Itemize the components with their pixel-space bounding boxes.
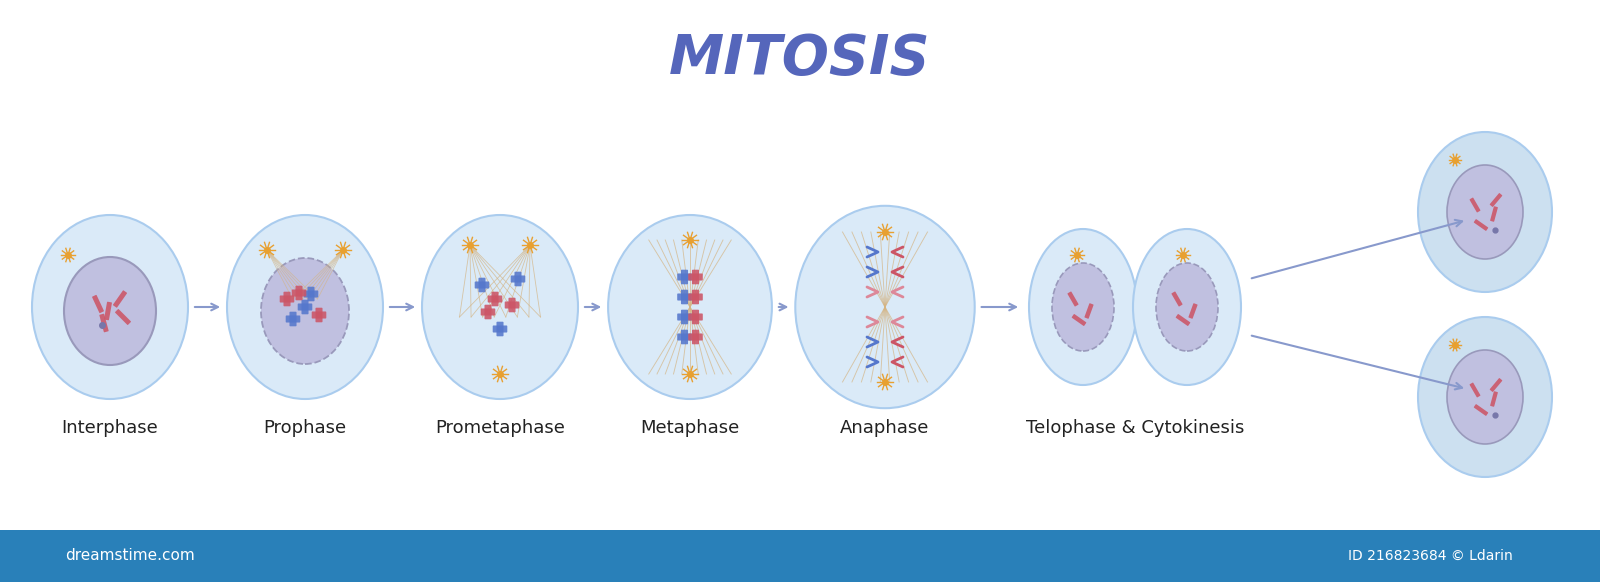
Ellipse shape <box>1418 132 1552 292</box>
FancyBboxPatch shape <box>488 296 502 303</box>
FancyBboxPatch shape <box>301 300 309 314</box>
Ellipse shape <box>1133 229 1242 385</box>
FancyBboxPatch shape <box>1474 404 1488 416</box>
FancyBboxPatch shape <box>99 314 109 332</box>
Ellipse shape <box>608 215 771 399</box>
FancyBboxPatch shape <box>475 282 490 289</box>
FancyBboxPatch shape <box>1474 219 1488 231</box>
Ellipse shape <box>1053 263 1114 351</box>
Text: MITOSIS: MITOSIS <box>669 32 931 86</box>
FancyBboxPatch shape <box>283 292 291 306</box>
FancyBboxPatch shape <box>496 322 504 336</box>
Text: ID 216823684 © Ldarin: ID 216823684 © Ldarin <box>1347 549 1512 563</box>
FancyBboxPatch shape <box>307 287 315 301</box>
FancyBboxPatch shape <box>1490 391 1498 407</box>
FancyBboxPatch shape <box>515 272 522 286</box>
FancyBboxPatch shape <box>509 298 515 313</box>
Text: Anaphase: Anaphase <box>840 419 930 437</box>
FancyBboxPatch shape <box>114 290 126 308</box>
Ellipse shape <box>1446 350 1523 444</box>
Text: Prophase: Prophase <box>264 419 347 437</box>
FancyBboxPatch shape <box>688 333 702 340</box>
FancyBboxPatch shape <box>491 292 499 306</box>
FancyBboxPatch shape <box>93 295 104 313</box>
FancyBboxPatch shape <box>682 269 688 284</box>
FancyBboxPatch shape <box>682 329 688 345</box>
Text: dreamstime.com: dreamstime.com <box>66 548 195 563</box>
Ellipse shape <box>422 215 578 399</box>
FancyBboxPatch shape <box>493 325 507 332</box>
FancyBboxPatch shape <box>677 293 691 300</box>
FancyBboxPatch shape <box>677 274 691 281</box>
FancyBboxPatch shape <box>304 290 318 297</box>
Ellipse shape <box>261 258 349 364</box>
FancyBboxPatch shape <box>691 269 699 284</box>
FancyBboxPatch shape <box>312 311 326 318</box>
FancyBboxPatch shape <box>104 301 112 320</box>
FancyBboxPatch shape <box>1085 303 1093 319</box>
FancyBboxPatch shape <box>691 310 699 324</box>
Text: Prometaphase: Prometaphase <box>435 419 565 437</box>
Ellipse shape <box>1155 263 1218 351</box>
FancyBboxPatch shape <box>291 289 306 297</box>
Ellipse shape <box>32 215 189 399</box>
Text: Metaphase: Metaphase <box>640 419 739 437</box>
FancyBboxPatch shape <box>1469 197 1480 212</box>
FancyBboxPatch shape <box>691 290 699 304</box>
Ellipse shape <box>227 215 382 399</box>
FancyBboxPatch shape <box>677 314 691 321</box>
FancyBboxPatch shape <box>688 293 702 300</box>
FancyBboxPatch shape <box>315 308 323 322</box>
Ellipse shape <box>1029 229 1138 385</box>
FancyBboxPatch shape <box>1490 193 1502 207</box>
Text: Interphase: Interphase <box>62 419 158 437</box>
FancyBboxPatch shape <box>510 275 525 282</box>
FancyBboxPatch shape <box>1176 314 1190 326</box>
FancyBboxPatch shape <box>480 308 496 315</box>
FancyBboxPatch shape <box>478 278 485 292</box>
FancyBboxPatch shape <box>688 314 702 321</box>
FancyBboxPatch shape <box>682 290 688 304</box>
FancyBboxPatch shape <box>682 310 688 324</box>
FancyBboxPatch shape <box>485 305 491 320</box>
Text: Telophase & Cytokinesis: Telophase & Cytokinesis <box>1026 419 1245 437</box>
FancyBboxPatch shape <box>286 315 301 322</box>
FancyBboxPatch shape <box>290 312 296 327</box>
FancyBboxPatch shape <box>115 309 131 325</box>
FancyBboxPatch shape <box>677 333 691 340</box>
Bar <box>0 530 1600 582</box>
FancyBboxPatch shape <box>1067 292 1078 307</box>
FancyBboxPatch shape <box>688 274 702 281</box>
FancyBboxPatch shape <box>1490 206 1498 222</box>
FancyBboxPatch shape <box>280 296 294 303</box>
Ellipse shape <box>64 257 157 365</box>
FancyBboxPatch shape <box>1469 382 1480 398</box>
Ellipse shape <box>1418 317 1552 477</box>
FancyBboxPatch shape <box>1490 378 1502 392</box>
FancyBboxPatch shape <box>296 286 302 300</box>
FancyBboxPatch shape <box>691 329 699 345</box>
Ellipse shape <box>795 206 974 408</box>
FancyBboxPatch shape <box>1171 292 1182 307</box>
FancyBboxPatch shape <box>504 301 520 308</box>
Ellipse shape <box>1446 165 1523 259</box>
FancyBboxPatch shape <box>1072 314 1086 326</box>
FancyBboxPatch shape <box>298 303 312 311</box>
FancyBboxPatch shape <box>1189 303 1197 319</box>
